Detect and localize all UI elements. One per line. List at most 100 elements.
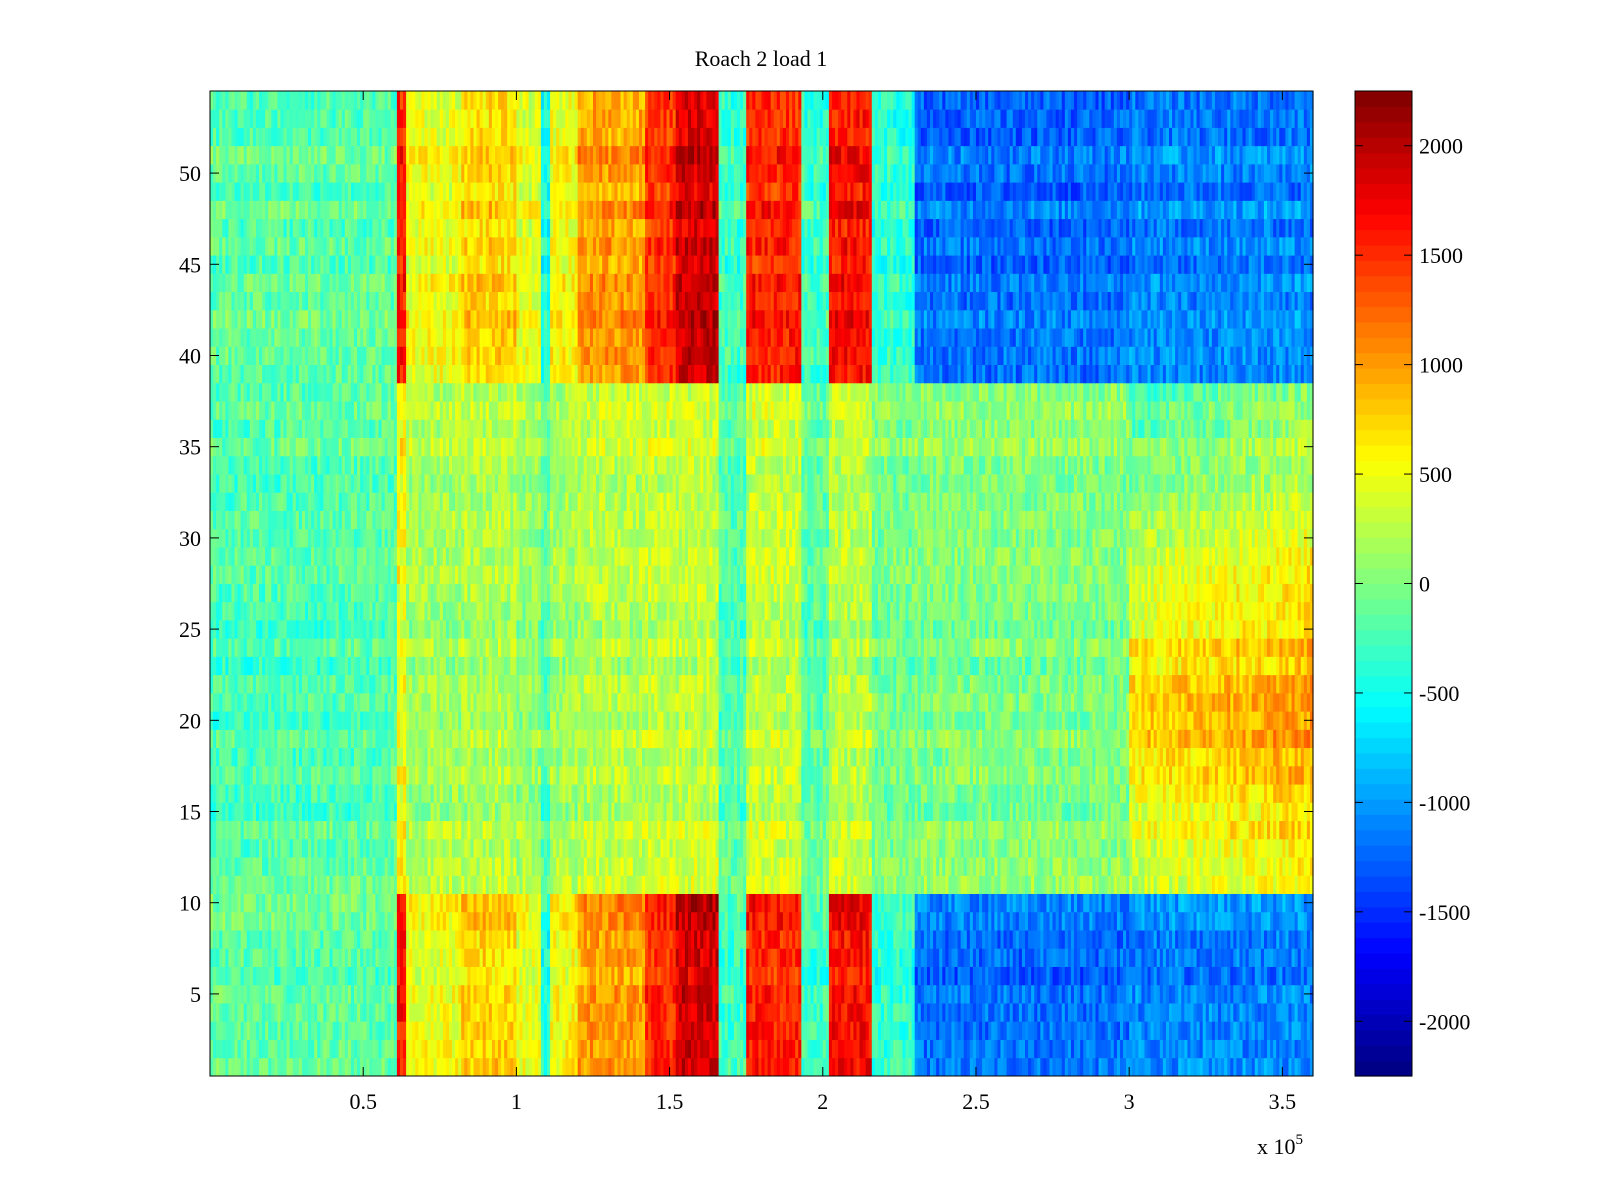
heatmap-cell (1282, 930, 1287, 949)
heatmap-cell (344, 984, 349, 1004)
heatmap-cell (387, 893, 392, 913)
heatmap-cell (396, 1057, 401, 1077)
heatmap-cell (491, 911, 496, 931)
heatmap-cell (553, 1021, 557, 1040)
heatmap-cell (332, 1021, 337, 1040)
heatmap-cell (1018, 1003, 1023, 1022)
heatmap-cell (847, 1057, 851, 1077)
heatmap-cell (387, 966, 392, 986)
heatmap-cell (1144, 930, 1149, 949)
heatmap-cell (415, 1057, 419, 1077)
heatmap-cell (1242, 1057, 1247, 1077)
heatmap-cell (543, 984, 548, 1004)
heatmap-cell (406, 930, 410, 949)
heatmap-cell (691, 1039, 695, 1059)
heatmap-cell (853, 930, 858, 949)
heatmap-cell (969, 1021, 974, 1040)
heatmap-cell (942, 1021, 946, 1040)
heatmap-cell (727, 1003, 732, 1022)
heatmap-cell (1061, 1003, 1066, 1022)
heatmap-cell (1141, 966, 1146, 986)
heatmap-cell (712, 911, 717, 931)
heatmap-cell (234, 1003, 239, 1022)
heatmap-cell (406, 984, 410, 1004)
heatmap-cell (997, 1003, 1002, 1022)
heatmap-cell (1049, 930, 1054, 949)
heatmap-cell (1288, 930, 1293, 949)
heatmap-cell (286, 893, 291, 913)
heatmap-cell (222, 948, 226, 967)
heatmap-cell (899, 948, 904, 967)
heatmap-cell (605, 893, 609, 913)
heatmap-cell (957, 1057, 962, 1077)
heatmap-cell (522, 984, 527, 1004)
heatmap-cell (1006, 1003, 1011, 1022)
heatmap-cell (684, 984, 689, 1004)
heatmap-cell (301, 911, 306, 931)
heatmap-cell (427, 966, 432, 986)
heatmap-cell (1067, 1039, 1072, 1059)
heatmap-cell (801, 1039, 805, 1059)
heatmap-cell (795, 1003, 799, 1022)
heatmap-cell (1110, 893, 1115, 913)
heatmap-cell (301, 948, 306, 967)
heatmap-cell (902, 948, 907, 967)
heatmap-cell (240, 966, 245, 986)
heatmap-cell (1211, 930, 1216, 949)
heatmap-cell (816, 948, 821, 967)
heatmap-cell (1031, 966, 1035, 986)
heatmap-cell (948, 930, 953, 949)
heatmap-cell (424, 1003, 429, 1022)
heatmap-cell (249, 893, 254, 913)
heatmap-cell (519, 875, 524, 894)
heatmap-cell (853, 1003, 858, 1022)
heatmap-cell (1046, 1021, 1051, 1040)
heatmap-cell (736, 1057, 741, 1077)
heatmap-cell (730, 893, 735, 913)
heatmap-cell (611, 1003, 616, 1022)
heatmap-cell (1169, 948, 1173, 967)
heatmap-cell (623, 930, 628, 949)
heatmap-cell (611, 948, 616, 967)
heatmap-cell (317, 1003, 321, 1022)
heatmap-cell (675, 911, 680, 931)
heatmap-cell (746, 1057, 750, 1077)
heatmap-cell (1282, 1021, 1287, 1040)
heatmap-cell (819, 893, 824, 913)
heatmap-cell (369, 930, 373, 949)
heatmap-cell (491, 1039, 496, 1059)
heatmap-cell (1190, 948, 1195, 967)
heatmap-cell (599, 966, 603, 986)
heatmap-cell (433, 984, 438, 1004)
heatmap-cell (1101, 984, 1106, 1004)
heatmap-cell (583, 911, 588, 931)
heatmap-cell (479, 875, 484, 894)
heatmap-cell (1239, 948, 1244, 967)
heatmap-cell (467, 893, 472, 913)
heatmap-cell (730, 966, 735, 986)
heatmap-cell (354, 1021, 358, 1040)
heatmap-cell (237, 1057, 242, 1077)
heatmap-cell (648, 1039, 652, 1059)
heatmap-cell (816, 930, 821, 949)
heatmap-cell (210, 930, 214, 949)
heatmap-cell (822, 1021, 827, 1040)
heatmap-cell (828, 948, 833, 967)
heatmap-cell (366, 1003, 370, 1022)
heatmap-cell (1260, 1057, 1265, 1077)
heatmap-cell (642, 1021, 646, 1040)
heatmap-cell (755, 1057, 760, 1077)
heatmap-cell (1178, 948, 1182, 967)
heatmap-cell (399, 1057, 404, 1077)
heatmap-cell (252, 948, 257, 967)
heatmap-cell (746, 966, 750, 986)
heatmap-cell (767, 1057, 772, 1077)
heatmap-cell (577, 930, 582, 949)
heatmap-cell (537, 930, 542, 949)
heatmap-cell (335, 1003, 340, 1022)
heatmap-cell (969, 930, 974, 949)
heatmap-cell (681, 1003, 686, 1022)
heatmap-cell (810, 1021, 815, 1040)
heatmap-cell (510, 966, 514, 986)
heatmap-cell (1230, 1039, 1234, 1059)
